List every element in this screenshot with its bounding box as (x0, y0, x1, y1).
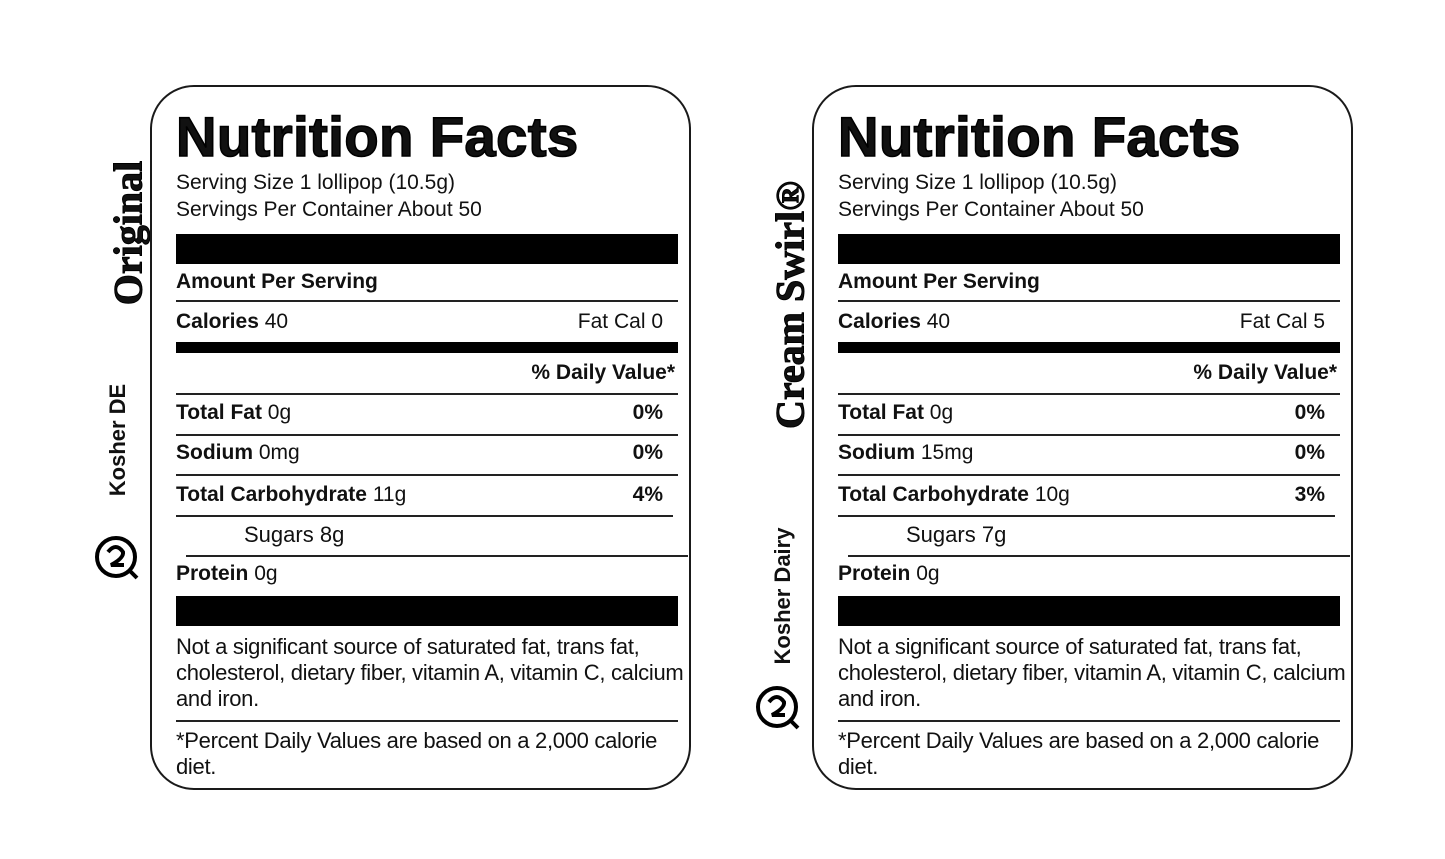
nutrient-daily-value: 0% (1294, 401, 1325, 425)
calories-row: Calories 40 (838, 309, 950, 334)
nutrient-row: Sodium 15mg (838, 440, 973, 465)
serving-size: Serving Size 1 lollipop (10.5g) (176, 171, 455, 195)
nutrient-amount: 7g (981, 522, 1007, 548)
thick-bar (838, 596, 1340, 626)
nutrient-name: Sodium (838, 441, 915, 465)
rule (176, 515, 673, 517)
rule (838, 434, 1340, 436)
footnote: Not a significant source of saturated fa… (176, 634, 684, 711)
thick-bar (176, 234, 678, 264)
nutrient-name: Protein (838, 562, 911, 586)
kosher-mark (767, 695, 787, 717)
nutrition-panel: Nutrition Facts Serving Size 1 lollipop (… (812, 85, 1353, 790)
rule (186, 555, 688, 557)
nutrient-row: Total Carbohydrate 10g (838, 482, 1070, 507)
nutrition-panel: Nutrition Facts Serving Size 1 lollipop (… (150, 85, 691, 790)
nutrient-name: Sodium (176, 441, 253, 465)
kosher-circle (95, 536, 137, 578)
kosher-tail (127, 568, 139, 580)
nutrient-amount: 11g (372, 483, 407, 507)
panel-title: Nutrition Facts (175, 105, 579, 170)
serving-size: Serving Size 1 lollipop (10.5g) (838, 171, 1117, 195)
rule (176, 474, 678, 476)
nutrient-daily-value: 0% (632, 441, 663, 465)
rule (838, 474, 1340, 476)
nutrient-name: Total Fat (838, 401, 924, 425)
nutrient-amount: 0mg (258, 441, 300, 465)
panel-title: Nutrition Facts (837, 105, 1241, 170)
calories-value: 40 (926, 310, 951, 334)
nutrient-amount: 0g (254, 562, 278, 586)
fat-calories: Fat Cal 5 (1239, 310, 1325, 334)
rule (848, 555, 1350, 557)
percent-note: *Percent Daily Values are based on a 2,0… (838, 728, 1320, 779)
nutrient-name: Total Fat (176, 401, 262, 425)
calories-label: Calories (176, 310, 259, 334)
nutrient-row: Protein 0g (176, 561, 278, 586)
kosher-label: Kosher DE (105, 383, 130, 497)
servings-per-container: Servings Per Container About 50 (838, 198, 1144, 222)
amount-per-serving: Amount Per Serving (838, 270, 1040, 294)
daily-value-header: % Daily Value* (1193, 361, 1337, 385)
nutrient-row: Total Fat 0g (838, 400, 953, 425)
kosher-symbol (756, 686, 800, 730)
nutrient-daily-value: 3% (1294, 483, 1325, 507)
nutrient-amount: 10g (1034, 483, 1070, 507)
calories-label: Calories (838, 310, 921, 334)
nutrient-name: Total Carbohydrate (176, 483, 367, 507)
percent-note: *Percent Daily Values are based on a 2,0… (176, 728, 658, 779)
calories-value: 40 (264, 310, 289, 334)
kosher-symbol (95, 536, 139, 580)
kosher-label: Kosher Dairy (770, 527, 795, 665)
nutrient-amount: 0g (267, 401, 292, 425)
rule (838, 515, 1335, 517)
fat-calories: Fat Cal 0 (577, 310, 663, 334)
kosher-circle (756, 686, 798, 728)
nutrient-amount: 8g (319, 522, 345, 548)
nutrient-daily-value: 0% (1294, 441, 1325, 465)
amount-per-serving: Amount Per Serving (176, 270, 378, 294)
medium-bar (176, 342, 678, 353)
nutrient-amount: 0g (929, 401, 954, 425)
thick-bar (176, 596, 678, 626)
rule (176, 300, 678, 302)
nutrient-name: Protein (176, 562, 249, 586)
nutrient-amount: 0g (916, 562, 940, 586)
rule (838, 720, 1340, 722)
nutrient-row: Sugars 8g (244, 522, 344, 547)
nutrient-daily-value: 4% (632, 483, 663, 507)
side-title: Original (105, 160, 151, 306)
medium-bar (838, 342, 1340, 353)
daily-value-header: % Daily Value* (531, 361, 675, 385)
rule (176, 434, 678, 436)
kosher-mark (106, 545, 126, 567)
nutrient-daily-value: 0% (632, 401, 663, 425)
nutrient-name: Sugars (906, 522, 976, 548)
nutrient-row: Protein 0g (838, 561, 940, 586)
footnote: Not a significant source of saturated fa… (838, 634, 1346, 711)
calories-row: Calories 40 (176, 309, 288, 334)
nutrient-row: Sugars 7g (906, 522, 1006, 547)
servings-per-container: Servings Per Container About 50 (176, 198, 482, 222)
thick-bar (838, 234, 1340, 264)
nutrient-row: Sodium 0mg (176, 440, 300, 465)
rule (176, 720, 678, 722)
nutrient-name: Total Carbohydrate (838, 483, 1029, 507)
nutrient-name: Sugars (244, 522, 314, 548)
nutrient-row: Total Carbohydrate 11g (176, 482, 406, 507)
rule (838, 300, 1340, 302)
side-title: Cream Swirl® (767, 181, 813, 430)
nutrient-row: Total Fat 0g (176, 400, 291, 425)
kosher-tail (788, 718, 800, 730)
rule (176, 393, 678, 395)
rule (838, 393, 1340, 395)
nutrient-amount: 15mg (920, 441, 974, 465)
